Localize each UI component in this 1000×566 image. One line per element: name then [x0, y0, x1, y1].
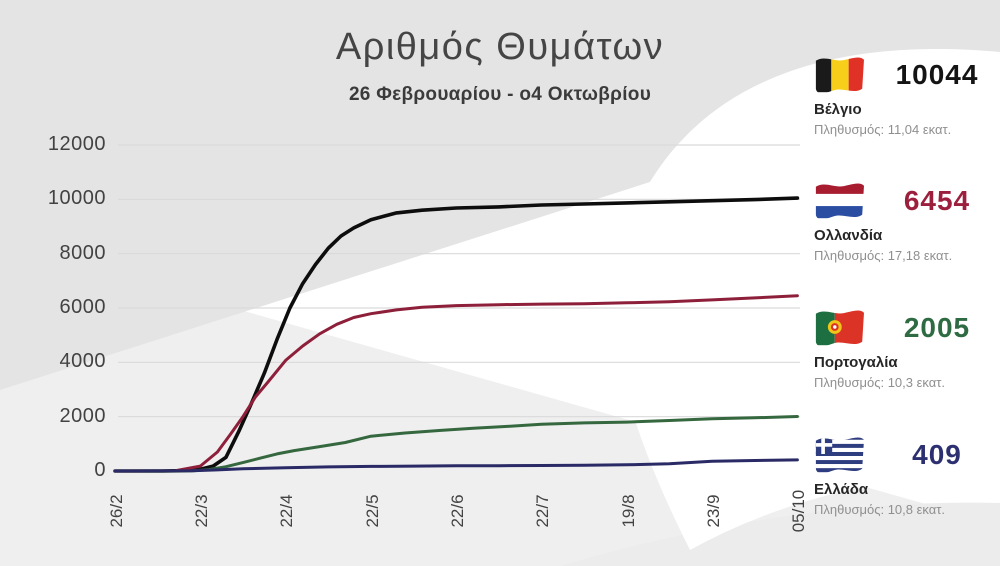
y-tick-label: 8000 — [59, 241, 106, 264]
x-tick-label: 26/2 — [106, 494, 126, 528]
legend-country: Ολλανδία — [814, 227, 883, 244]
legend-population: Πληθυσμός: 10,3 εκατ. — [814, 375, 946, 390]
chart-title: Αριθμός Θυμάτων — [335, 26, 665, 68]
legend-row: 409 Ελλάδα Πληθυσμός: 10,8 εκατ. — [812, 434, 1000, 544]
legend-row: 6454 Ολλανδία Πληθυσμός: 17,18 εκατ. — [812, 180, 1000, 290]
legend-value: 6454 — [903, 185, 971, 216]
y-tick-label: 0 — [94, 459, 106, 481]
flag-icon — [814, 434, 866, 474]
x-tick-label: 05/10 — [789, 489, 809, 533]
legend-population: Πληθυσμός: 10,8 εκατ. — [814, 502, 946, 517]
flag-icon — [814, 180, 866, 220]
legend-value: 409 — [912, 439, 962, 470]
x-tick-label: 22/6 — [447, 494, 467, 528]
portugal-flag — [815, 310, 864, 346]
legend-country: Βέλγιο — [814, 101, 862, 118]
y-tick-label: 4000 — [59, 350, 106, 373]
series-line-belgium — [113, 196, 800, 473]
series-line-greece — [113, 458, 799, 473]
x-tick-label: 22/3 — [192, 494, 211, 528]
background-white-hump — [610, 48, 1000, 550]
legend-population: Πληθυσμός: 17,18 εκατ. — [814, 248, 953, 263]
legend-country: Ελλάδα — [814, 481, 869, 498]
greece-flag — [815, 437, 864, 473]
legend-value: 2005 — [903, 312, 971, 343]
x-tick-label: 23/9 — [703, 494, 723, 528]
netherlands-flag — [815, 183, 864, 219]
x-tick-label: 22/4 — [277, 494, 297, 528]
background-bottom-right-wedge — [560, 502, 1000, 566]
y-tick-label: 10000 — [47, 187, 106, 210]
legend-country: Πορτογαλία — [814, 354, 898, 371]
chart-subtitle: 26 Φεβρουαρίου - ο4 Οκτωβρίου — [348, 84, 652, 105]
x-tick-label: 22/5 — [362, 494, 382, 528]
series-line-portugal — [113, 415, 799, 473]
legend-row: 2005 Πορτογαλία Πληθυσμός: 10,3 εκατ. — [812, 307, 1000, 417]
belgium-flag — [815, 57, 864, 93]
flag-icon — [814, 54, 866, 94]
x-tick-label: 19/8 — [618, 494, 638, 528]
y-tick-label: 6000 — [59, 296, 106, 318]
series-line-netherlands — [113, 294, 799, 473]
legend-row: 10044 Βέλγιο Πληθυσμός: 11,04 εκατ. — [812, 54, 1000, 164]
flag-icon — [814, 307, 866, 347]
legend-value: 10044 — [895, 59, 979, 90]
x-tick-label: 22/7 — [533, 494, 553, 528]
y-tick-label: 2000 — [59, 404, 106, 427]
legend-population: Πληθυσμός: 11,04 εκατ. — [814, 122, 952, 137]
y-tick-label: 12000 — [47, 133, 106, 155]
